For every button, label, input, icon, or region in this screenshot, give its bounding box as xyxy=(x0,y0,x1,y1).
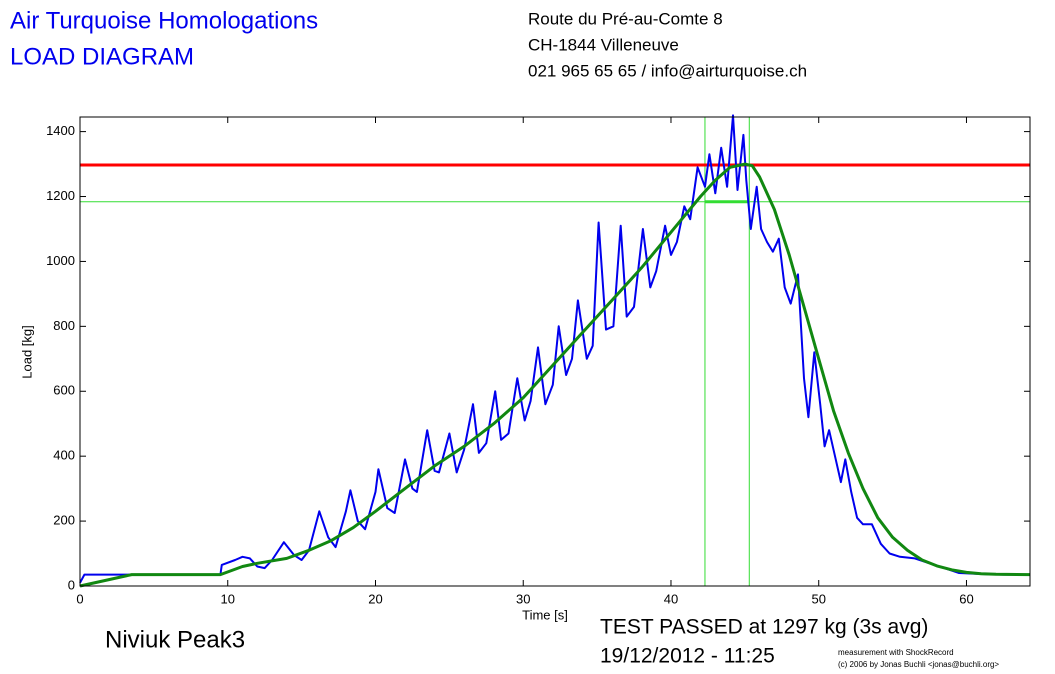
y-tick-label: 400 xyxy=(53,448,75,463)
x-tick-label: 10 xyxy=(221,591,235,606)
y-tick-label: 1400 xyxy=(46,123,75,138)
address-line: 021 965 65 65 / info@airturquoise.ch xyxy=(528,61,807,80)
glider-name: Niviuk Peak3 xyxy=(105,626,245,653)
y-tick-label: 200 xyxy=(53,513,75,528)
subtitle: LOAD DIAGRAM xyxy=(10,43,194,70)
address-line: CH-1844 Villeneuve xyxy=(528,35,679,54)
x-tick-label: 20 xyxy=(368,591,382,606)
test-result: TEST PASSED at 1297 kg (3s avg) xyxy=(600,616,928,639)
x-tick-label: 30 xyxy=(516,591,530,606)
series-line xyxy=(79,114,1030,584)
y-tick-label: 1200 xyxy=(46,188,75,203)
x-tick-label: 50 xyxy=(811,591,825,606)
series-line xyxy=(79,162,1031,588)
x-tick-label: 60 xyxy=(959,591,973,606)
y-tick-label: 0 xyxy=(68,577,75,592)
plot-area xyxy=(80,117,1030,586)
x-tick-label: 0 xyxy=(76,591,83,606)
x-tick-label: 40 xyxy=(664,591,678,606)
credit: (c) 2006 by Jonas Buchli <jonas@buchli.o… xyxy=(838,660,999,669)
y-tick-label: 1000 xyxy=(46,253,75,268)
address-line: Route du Pré-au-Comte 8 xyxy=(528,9,723,28)
x-axis-label: Time [s] xyxy=(522,607,568,622)
test-date: 19/12/2012 - 11:25 xyxy=(600,645,775,668)
y-tick-label: 800 xyxy=(53,318,75,333)
credit: measurement with ShockRecord xyxy=(838,648,954,657)
plot-frame xyxy=(79,116,1031,587)
title: Air Turquoise Homologations xyxy=(10,7,318,34)
y-tick-label: 600 xyxy=(53,383,75,398)
y-axis-label: Load [kg] xyxy=(19,325,34,379)
